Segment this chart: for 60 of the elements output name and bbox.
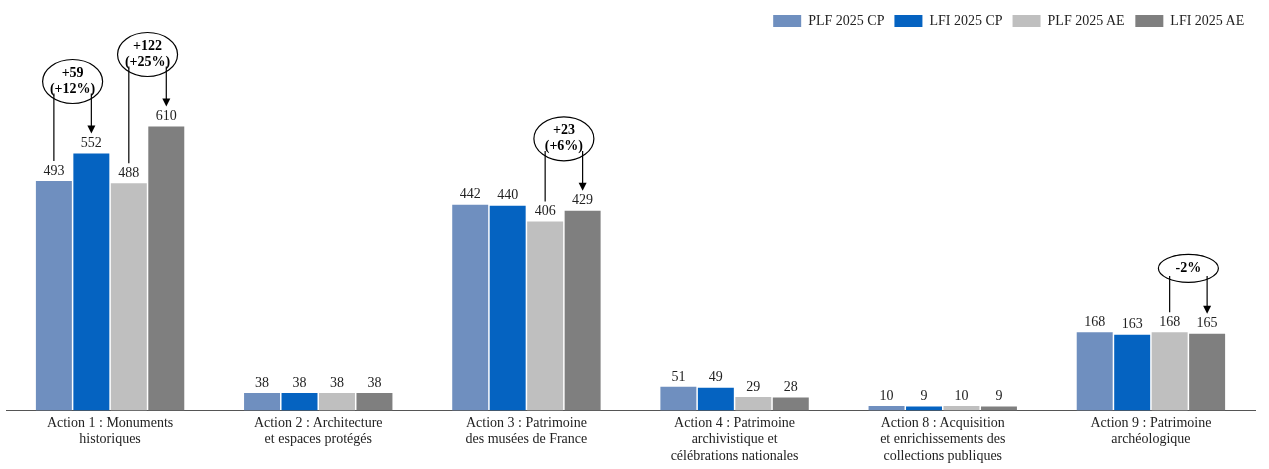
text: +59 (+12%) xyxy=(49,65,96,98)
x-tick-label: Action 2 : Architecture et espaces protégés xyxy=(253,414,383,447)
data-label: 552 xyxy=(80,135,102,151)
legend-label: PLF 2025 AE xyxy=(1047,12,1125,28)
legend-label: LFI 2025 AE xyxy=(1170,12,1245,28)
data-label: 10 xyxy=(879,387,894,403)
data-label: 163 xyxy=(1121,316,1143,332)
bar xyxy=(73,153,110,411)
bar xyxy=(564,210,601,411)
bar xyxy=(356,392,393,411)
data-label: 165 xyxy=(1196,315,1218,331)
bar xyxy=(1151,332,1188,411)
data-label: 28 xyxy=(783,379,798,395)
data-label: 51 xyxy=(671,368,686,384)
data-label: 440 xyxy=(497,187,519,203)
bar xyxy=(1114,334,1151,411)
data-label: 49 xyxy=(708,369,723,385)
data-label: 9 xyxy=(995,388,1003,404)
data-label: 38 xyxy=(367,374,382,390)
data-label: 29 xyxy=(746,378,761,394)
data-label: 168 xyxy=(1084,314,1106,330)
bar xyxy=(1189,333,1226,411)
x-tick-label: Action 8 : Acquisition et enrichissements des collections publiques xyxy=(880,414,1006,464)
bar xyxy=(772,397,809,411)
x-tick-label: Action 9 : Patrimoine archéologique xyxy=(1090,414,1212,447)
annotation: -2% xyxy=(1175,259,1202,275)
data-label: 38 xyxy=(292,374,307,390)
data-label: 406 xyxy=(534,203,556,219)
x-tick-label: Action 3 : Patrimoine des musées de France xyxy=(465,414,588,447)
data-label: 38 xyxy=(255,374,270,390)
legend-label: LFI 2025 CP xyxy=(929,12,1003,28)
data-label: 168 xyxy=(1159,314,1181,330)
data-label: 610 xyxy=(155,108,177,124)
bar xyxy=(1076,332,1113,411)
data-label: 442 xyxy=(459,186,481,202)
data-label: 429 xyxy=(572,192,594,208)
bar xyxy=(735,397,772,411)
bar xyxy=(660,386,697,411)
text: +122 (+25%) xyxy=(124,38,171,71)
bar xyxy=(35,180,72,411)
x-tick-label: Action 4 : Patrimoine archivistique et célébrations nationales xyxy=(670,414,799,464)
data-label: 488 xyxy=(118,164,140,180)
bar xyxy=(452,204,489,411)
bar xyxy=(281,392,318,411)
data-label: 38 xyxy=(329,374,344,390)
bar xyxy=(527,221,564,411)
bar xyxy=(319,392,355,411)
bar xyxy=(489,205,526,411)
x-tick-label: Action 1 : Monuments historiques xyxy=(46,414,174,447)
bar xyxy=(906,406,942,411)
bar xyxy=(697,387,734,411)
data-label: 9 xyxy=(920,388,928,404)
bar xyxy=(244,392,281,411)
legend-label: PLF 2025 CP xyxy=(808,12,885,28)
data-label: 10 xyxy=(954,387,969,403)
data-label: 493 xyxy=(43,162,65,178)
bar xyxy=(148,126,185,411)
bar xyxy=(110,183,147,411)
annotation: +23 (+6%) xyxy=(544,122,584,155)
bar xyxy=(980,406,1017,411)
